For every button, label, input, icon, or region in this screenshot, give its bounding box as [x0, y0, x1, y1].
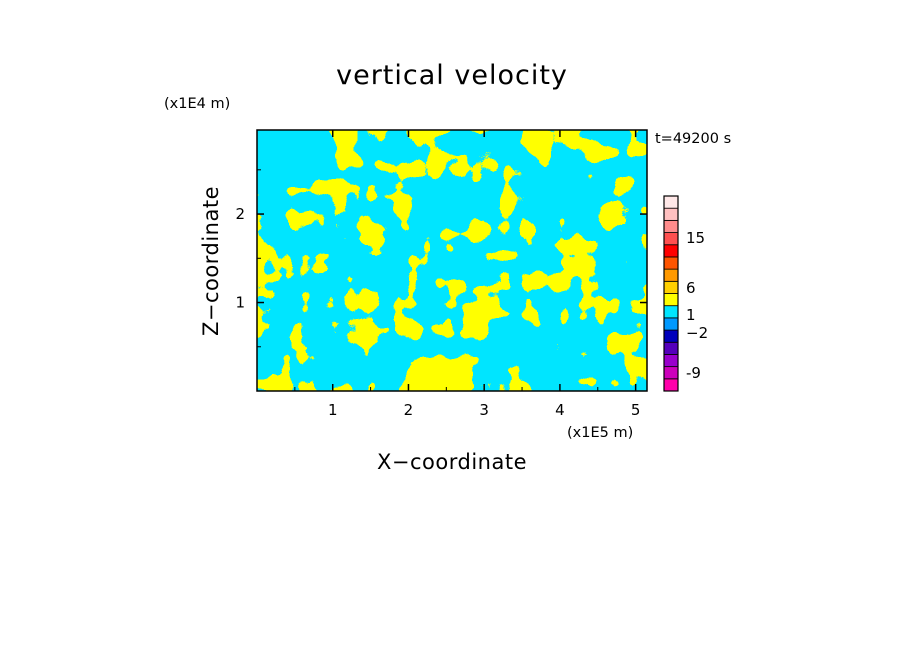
colorbar-segment — [663, 317, 679, 331]
colorbar-tick-label: −2 — [686, 324, 708, 342]
x-axis-ticks: 1 2 3 4 5 — [294, 130, 641, 419]
x-tick-label: 3 — [479, 401, 489, 419]
y-axis-label: Z−coordinate — [199, 186, 223, 336]
x-tick-label: 4 — [555, 401, 565, 419]
colorbar-tick-label: 15 — [686, 229, 705, 247]
y-axis-ticks: 12 — [235, 169, 647, 348]
x-unit-label: (x1E5 m) — [567, 425, 633, 441]
colorbar-segment — [663, 293, 679, 307]
y-unit-label: (x1E4 m) — [164, 96, 230, 112]
contour-field — [257, 130, 647, 391]
colorbar-ticks: -9 −21 6 15 — [686, 229, 708, 382]
colorbar-segment — [663, 232, 679, 246]
colorbar-segment — [663, 366, 679, 380]
colorbar-segment — [663, 354, 679, 368]
colorbar-segment — [663, 195, 679, 209]
colorbar-segment — [663, 256, 679, 270]
plot-frame — [256, 129, 648, 392]
time-label: t=49200 s — [655, 131, 731, 147]
colorbar-frame — [663, 195, 679, 392]
colorbar-segment — [663, 341, 679, 355]
x-tick-label: 1 — [328, 401, 338, 419]
colorbar-segment — [663, 378, 679, 392]
colorbar-segment — [663, 280, 679, 294]
y-tick-label: 1 — [235, 294, 245, 312]
chart-title: vertical velocity — [336, 60, 568, 91]
colorbar-segment — [663, 329, 679, 343]
colorbar-segment — [663, 305, 679, 319]
colorbar-segment — [663, 207, 679, 221]
colorbar-tick-label: -9 — [686, 364, 701, 382]
colorbar — [663, 195, 679, 392]
y-tick-label: 2 — [235, 205, 245, 223]
colorbar-segment — [663, 268, 679, 282]
colorbar-segment — [663, 244, 679, 258]
colorbar-tick-label: 1 — [686, 306, 696, 324]
positive-field — [257, 130, 647, 391]
x-axis-label: X−coordinate — [377, 450, 527, 474]
colorbar-tick-label: 6 — [686, 279, 696, 297]
colorbar-segment — [663, 219, 679, 233]
x-tick-label: 2 — [404, 401, 414, 419]
x-tick-label: 5 — [631, 401, 641, 419]
